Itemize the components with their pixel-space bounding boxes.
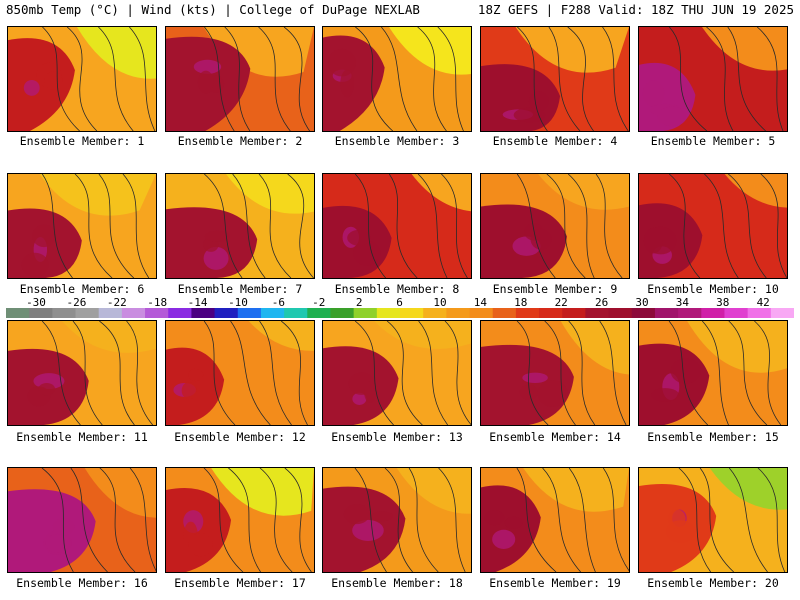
colorbar-tick-label: -2: [312, 296, 326, 309]
colorbar-swatch: [260, 308, 285, 318]
ensemble-member-label: Ensemble Member: 10: [647, 282, 779, 296]
colorbar-swatch: [678, 308, 702, 318]
colorbar-swatch: [492, 308, 517, 318]
colorbar-tick-label: -18: [147, 296, 168, 309]
colorbar-swatch: [747, 308, 772, 318]
ensemble-member-label: Ensemble Member: 17: [174, 576, 306, 590]
ensemble-map-panel: [480, 173, 630, 279]
ensemble-map-panel: [322, 173, 472, 279]
colorbar-swatch: [330, 308, 355, 318]
map-title: 850mb Temp (°C) | Wind (kts) | College o…: [6, 2, 420, 17]
colorbar-tick-label: 34: [675, 296, 690, 309]
ensemble-member-label: Ensemble Member: 9: [492, 282, 618, 296]
colorbar-tick-label: 38: [716, 296, 730, 309]
colorbar-tick-label: 42: [756, 296, 770, 309]
ensemble-map-panel: [165, 320, 315, 426]
colorbar-swatch: [307, 308, 331, 318]
colorbar-swatch: [585, 308, 610, 318]
ensemble-map-panel: [165, 26, 315, 132]
colorbar-swatch: [214, 308, 239, 318]
model-run-info: 18Z GEFS | F288 Valid: 18Z THU JUN 19 20…: [477, 2, 794, 17]
colorbar-tick-label: 26: [594, 296, 609, 309]
ensemble-map-panel: [638, 320, 788, 426]
colorbar-swatch: [631, 308, 656, 318]
ensemble-member-label: Ensemble Member: 7: [177, 282, 303, 296]
colorbar-swatch: [145, 308, 169, 318]
colorbar-swatch: [400, 308, 424, 318]
colorbar-swatch: [75, 308, 100, 318]
ensemble-map-panel: [322, 26, 472, 132]
colorbar-swatch: [724, 308, 749, 318]
ensemble-member-label: Ensemble Member: 6: [19, 282, 145, 296]
ensemble-member-label: Ensemble Member: 12: [174, 430, 306, 444]
colorbar-swatch: [539, 308, 563, 318]
colorbar-tick-label: -6: [271, 296, 286, 309]
ensemble-map-panel: [322, 467, 472, 573]
colorbar-swatch: [284, 308, 308, 318]
colorbar-swatch: [701, 308, 725, 318]
colorbar-tick-label: 6: [396, 296, 403, 309]
colorbar-swatch: [770, 308, 794, 318]
colorbar-swatch: [562, 308, 586, 318]
colorbar-swatch: [353, 308, 378, 318]
colorbar-swatch: [6, 308, 30, 318]
colorbar-tick-label: -26: [66, 296, 87, 309]
ensemble-map-panel: [638, 173, 788, 279]
ensemble-map-panel: [480, 26, 630, 132]
ensemble-map-panel: [165, 173, 315, 279]
colorbar-swatch: [423, 308, 447, 318]
ensemble-member-label: Ensemble Member: 5: [650, 134, 776, 148]
ensemble-map-panel: [7, 320, 157, 426]
colorbar-swatch: [98, 308, 123, 318]
colorbar-swatch: [121, 308, 146, 318]
colorbar-tick-label: -30: [26, 296, 46, 309]
ensemble-member-label: Ensemble Member: 16: [16, 576, 148, 590]
colorbar-tick-label: 30: [635, 296, 649, 309]
colorbar-swatch: [168, 308, 192, 318]
colorbar-swatch: [608, 308, 633, 318]
ensemble-member-label: Ensemble Member: 18: [331, 576, 463, 590]
colorbar-swatch: [446, 308, 471, 318]
ensemble-map-panel: [638, 467, 788, 573]
colorbar-tick-label: 2: [355, 296, 363, 309]
colorbar-swatch: [29, 308, 53, 318]
ensemble-member-label: Ensemble Member: 15: [647, 430, 779, 444]
colorbar-swatch: [376, 308, 401, 318]
colorbar-scale: [6, 308, 794, 318]
colorbar-tick-label: -10: [228, 296, 248, 309]
colorbar-tick-label: 10: [433, 296, 447, 309]
colorbar-tick-label: -14: [187, 296, 208, 309]
ensemble-map-panel: [165, 467, 315, 573]
colorbar-tick-label: -22: [106, 296, 127, 309]
ensemble-map-panel: [480, 467, 630, 573]
colorbar-swatch: [52, 308, 77, 318]
colorbar-swatch: [191, 308, 216, 318]
colorbar-tick-label: 22: [554, 296, 568, 309]
ensemble-member-label: Ensemble Member: 11: [16, 430, 148, 444]
ensemble-member-label: Ensemble Member: 14: [489, 430, 621, 444]
ensemble-member-label: Ensemble Member: 19: [489, 576, 621, 590]
colorbar-swatch: [654, 308, 679, 318]
ensemble-member-label: Ensemble Member: 13: [331, 430, 463, 444]
ensemble-member-label: Ensemble Member: 1: [19, 134, 145, 148]
ensemble-map-panel: [480, 320, 630, 426]
colorbar-tick-label: 14: [473, 296, 488, 309]
ensemble-member-label: Ensemble Member: 8: [334, 282, 460, 296]
colorbar-swatch: [469, 308, 494, 318]
ensemble-map-panel: [7, 467, 157, 573]
ensemble-member-label: Ensemble Member: 4: [492, 134, 618, 148]
ensemble-map-panel: [638, 26, 788, 132]
temperature-colorbar: -30 -26 -22 -18 -14 -10 -6 -2 2 6 10 14 18 22 26 30 34 38…: [6, 296, 794, 318]
colorbar-tick-label: 18: [514, 296, 528, 309]
ensemble-member-label: Ensemble Member: 2: [177, 134, 303, 148]
ensemble-map-panel: [7, 173, 157, 279]
ensemble-map-panel: [322, 320, 472, 426]
ensemble-member-label: Ensemble Member: 3: [334, 134, 460, 148]
ensemble-map-panel: [7, 26, 157, 132]
colorbar-swatch: [237, 308, 262, 318]
colorbar-swatch: [515, 308, 540, 318]
ensemble-member-label: Ensemble Member: 20: [647, 576, 779, 590]
